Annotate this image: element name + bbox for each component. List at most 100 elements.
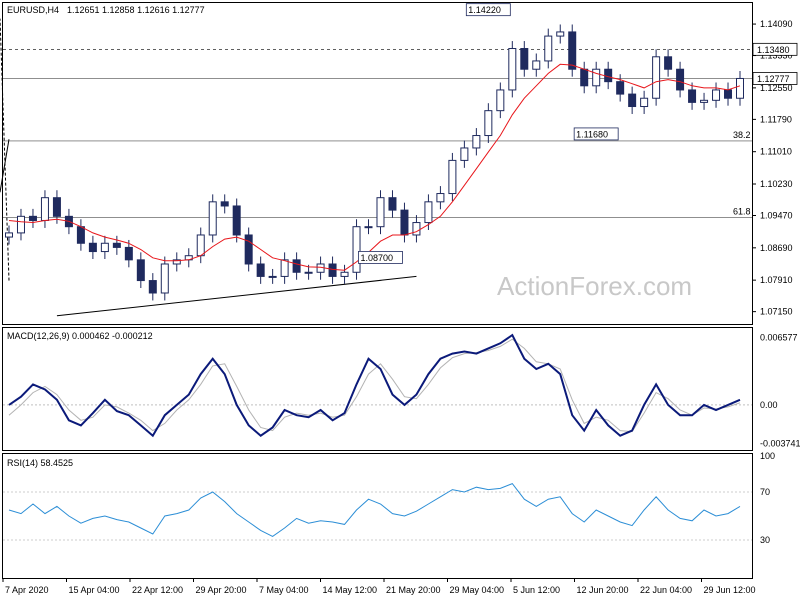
candle-body-17 [208, 201, 217, 236]
time-tick-label-4: 7 May 04:00 [259, 585, 309, 595]
price-tick-label-6: 1.09470 [760, 211, 793, 221]
candle-body-41 [496, 89, 505, 112]
candle-body-11 [136, 259, 145, 282]
candle-body-28 [340, 271, 349, 277]
candle-body-34 [412, 222, 421, 236]
time-tick-label-1: 15 Apr 04:00 [69, 585, 120, 595]
candle-body-8 [100, 242, 109, 253]
candle-body-51 [616, 81, 625, 95]
candle-body-43 [520, 48, 529, 70]
candle-body-50 [604, 68, 613, 83]
price-tag-label-1: 1.12777 [757, 74, 790, 84]
macd-panel [2, 327, 753, 451]
candle-body-48 [580, 68, 589, 87]
candle-body-31 [376, 197, 385, 228]
candle-body-38 [460, 147, 469, 161]
candle-body-52 [628, 93, 637, 108]
candle-body-58 [700, 99, 709, 103]
time-tick-label-8: 5 Jun 12:00 [513, 585, 560, 595]
price-tick-label-5: 1.10230 [760, 179, 793, 189]
axis-layer: 1.140901.133301.125501.117901.110101.102… [2, 19, 800, 595]
candle-body-60 [724, 89, 733, 99]
candle-body-59 [712, 89, 721, 101]
candle-body-25 [304, 271, 313, 274]
time-tick-label-7: 29 May 04:00 [450, 585, 505, 595]
annotation-label-1: 1.11680 [576, 129, 608, 139]
candle-body-56 [676, 68, 685, 91]
trend-line-2 [56, 275, 417, 317]
fib-label-61-8: 61.8 [733, 207, 751, 217]
annotation-box-1 [573, 127, 619, 141]
candle-body-46 [556, 31, 565, 37]
trend-line-1 [0, 139, 10, 193]
candle-body-54 [652, 56, 661, 99]
candle-body-13 [160, 263, 169, 294]
price-layer: 38.2 61.8 1.14220 1.11680 1.08700 [0, 3, 752, 317]
price-tick-label-0: 1.14090 [760, 19, 793, 29]
price-tick-label-4: 1.11010 [760, 147, 792, 157]
candle-body-29 [352, 226, 361, 273]
candle-body-32 [388, 197, 397, 211]
candle-body-24 [292, 259, 301, 273]
candle-body-23 [280, 259, 289, 277]
macd-title: MACD(12,26,9) 0.000462 -0.000212 [7, 331, 153, 341]
time-tick-label-10: 22 Jun 04:00 [640, 585, 692, 595]
time-tick-label-3: 29 Apr 20:00 [196, 585, 247, 595]
price-tag-box-0 [752, 42, 798, 56]
time-tick-label-9: 12 Jun 20:00 [577, 585, 629, 595]
candle-body-55 [664, 56, 673, 70]
candle-body-61 [736, 77, 744, 99]
candle-body-45 [544, 35, 553, 62]
annotation-box-2 [358, 251, 403, 264]
candle-body-14 [172, 259, 181, 265]
rsi-title: RSI(14) 58.4525 [7, 458, 73, 468]
candle-body-9 [112, 242, 121, 248]
price-tick-label-3: 1.11790 [760, 114, 792, 124]
candle-body-22 [268, 275, 277, 278]
annotation-label-2: 1.08700 [360, 253, 393, 263]
candle-body-16 [196, 234, 205, 257]
candle-body-53 [640, 97, 649, 108]
candle-body-39 [472, 135, 481, 149]
candle-body-20 [244, 234, 253, 265]
price-tick-label-8: 1.07910 [760, 275, 793, 285]
candle-body-2 [28, 215, 37, 221]
time-tick-label-2: 22 Apr 12:00 [132, 585, 183, 595]
candle-body-1 [16, 215, 25, 234]
rsi-tick-label-0: 100 [760, 451, 775, 461]
candle-body-47 [568, 31, 577, 70]
macd-signal-line [8, 338, 741, 433]
watermark: ActionForex.com [497, 271, 692, 301]
price-tag-label-0: 1.13480 [757, 45, 790, 55]
time-tick-label-11: 29 Jun 12:00 [704, 585, 756, 595]
time-tick-label-6: 21 May 20:00 [386, 585, 441, 595]
candle-body-57 [688, 89, 697, 103]
candle-body-49 [592, 68, 601, 87]
rsi-line [8, 482, 741, 537]
ohlc-values: 1.12651 1.12858 1.12616 1.12777 [67, 5, 205, 15]
macd-tick-label-2: -0.003741 [760, 438, 800, 448]
macd-layer [3, 333, 752, 438]
rsi-tick-label-1: 70 [760, 487, 770, 497]
macd-line [8, 333, 741, 438]
candle-body-18 [220, 201, 229, 207]
macd-tick-label-1: 0.00 [760, 400, 778, 410]
time-tick-label-5: 14 May 12:00 [323, 585, 378, 595]
candle-body-37 [448, 159, 457, 195]
candle-body-44 [532, 60, 541, 70]
candle-body-27 [328, 263, 337, 277]
symbol-label: EURUSD,H4 [7, 5, 59, 15]
time-tick-label-0: 7 Apr 2020 [5, 585, 49, 595]
candle-body-12 [148, 280, 157, 294]
price-tick-label-9: 1.07150 [760, 307, 793, 317]
candle-body-10 [124, 246, 133, 261]
moving-average-line [8, 63, 741, 271]
price-tag-box-1 [752, 72, 798, 85]
annotation-box-0 [465, 3, 511, 17]
candle-body-21 [256, 263, 265, 277]
candle-body-40 [484, 110, 493, 137]
candle-body-36 [436, 193, 445, 203]
candle-body-33 [400, 209, 409, 236]
rsi-tick-label-2: 30 [760, 535, 770, 545]
